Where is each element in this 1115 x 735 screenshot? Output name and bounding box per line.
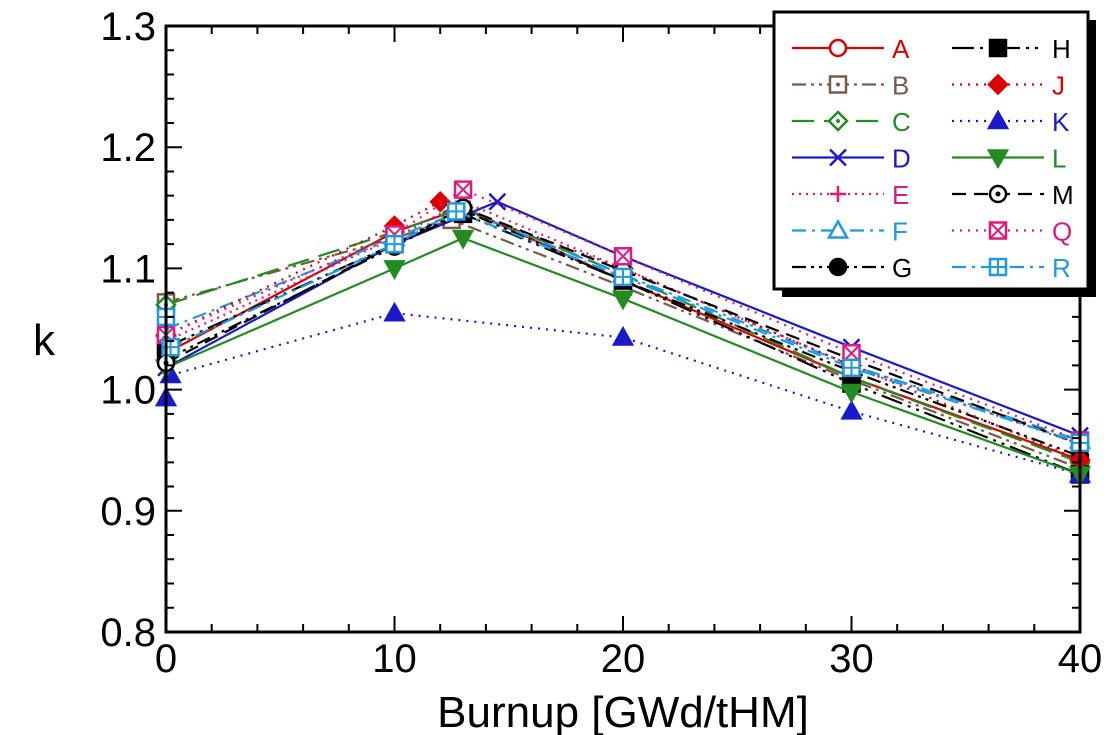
legend-swatch-marker [990,40,1006,56]
point-R-4 [615,269,631,285]
point-L-3 [614,292,632,308]
legend-label: A [892,34,910,64]
y-tick-label: 1.1 [100,247,156,291]
legend-swatch-marker [990,223,1006,239]
x-tick-label: 40 [1058,637,1103,681]
legend-label: F [892,217,908,247]
legend-label: K [1052,107,1070,137]
legend-box [774,12,1088,289]
point-R-2 [387,236,403,252]
y-axis-label: k [33,316,56,365]
point-Q-3 [615,248,631,264]
legend-label: L [1052,144,1066,174]
y-tick-label: 1.3 [100,5,156,49]
point-L-2 [454,231,472,247]
legend-label: G [892,253,912,283]
point-R-5 [844,360,860,376]
legend-label: R [1052,253,1071,283]
legend-label: H [1052,34,1071,64]
x-tick-label: 20 [601,637,646,681]
point-L-4 [843,385,861,401]
y-tick-label: 0.8 [100,611,156,655]
legend-swatch-marker [830,259,846,275]
legend-label: Q [1052,217,1072,247]
point-K-2 [386,304,404,320]
y-tick-label: 1.0 [100,369,156,413]
legend-label: E [892,180,909,210]
legend-label: M [1052,180,1074,210]
point-D-2 [489,194,505,210]
point-R-3 [448,203,464,219]
legend-swatch-marker [830,40,846,56]
legend-label: B [892,71,909,101]
legend-label: C [892,107,911,137]
series-K [157,304,1089,481]
y-tick-label: 0.9 [100,490,156,534]
legend-swatch-marker [990,186,1006,202]
point-Q-2 [455,182,471,198]
point-K-3 [614,328,632,344]
x-axis-label: Burnup [GWd/tHM] [437,688,809,735]
x-tick-label: 0 [155,637,177,681]
x-tick-label: 30 [829,637,874,681]
legend-label: J [1052,71,1065,101]
legend-swatch-marker [830,77,846,93]
legend-label: D [892,144,911,174]
y-tick-label: 1.2 [100,126,156,170]
legend-swatch-marker [990,259,1006,275]
x-tick-label: 10 [372,637,417,681]
point-L-1 [386,261,404,277]
point-K-4 [843,402,861,418]
